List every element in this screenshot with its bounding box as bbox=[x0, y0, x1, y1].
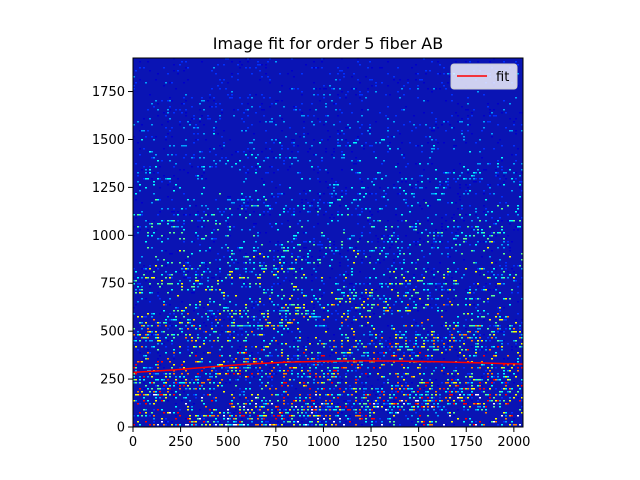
y-tick-label: 250 bbox=[100, 373, 125, 388]
y-tick-label: 1000 bbox=[92, 229, 125, 244]
y-tick-label: 0 bbox=[117, 421, 125, 436]
x-axis: 0 250 500 750 1000 1250 1500 1750 2000 bbox=[129, 427, 530, 450]
x-tick-label: 0 bbox=[129, 435, 137, 450]
x-tick-label: 750 bbox=[263, 435, 288, 450]
y-axis: 0 250 500 750 1000 1250 1500 1750 bbox=[92, 85, 133, 436]
x-tick-label: 500 bbox=[216, 435, 241, 450]
x-tick-label: 2000 bbox=[497, 435, 530, 450]
x-tick-label: 250 bbox=[168, 435, 193, 450]
y-tick-label: 750 bbox=[100, 277, 125, 292]
x-tick-label: 1000 bbox=[307, 435, 340, 450]
legend-fit-label: fit bbox=[496, 70, 509, 85]
chart-title: Image fit for order 5 fiber AB bbox=[213, 34, 443, 53]
y-tick-label: 1500 bbox=[92, 133, 125, 148]
legend: fit bbox=[450, 63, 518, 90]
x-tick-label: 1750 bbox=[450, 435, 483, 450]
fit-line bbox=[133, 360, 523, 374]
heatmap-image bbox=[133, 58, 523, 426]
x-tick-label: 1250 bbox=[354, 435, 387, 450]
image-background bbox=[133, 58, 523, 427]
x-tick-label: 1500 bbox=[402, 435, 435, 450]
y-tick-label: 1250 bbox=[92, 181, 125, 196]
plot-area bbox=[132, 57, 524, 428]
axes-frame bbox=[132, 57, 524, 428]
y-tick-label: 1750 bbox=[92, 85, 125, 100]
y-tick-label: 500 bbox=[100, 325, 125, 340]
